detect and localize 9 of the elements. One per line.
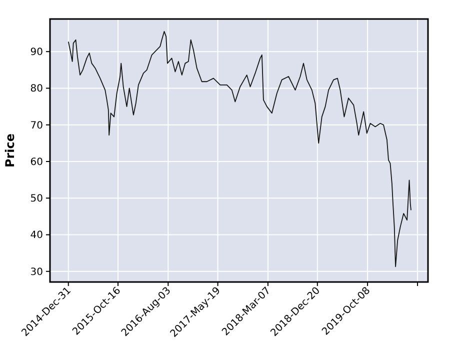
y-tick-label: 40 (30, 230, 43, 242)
y-axis-title: Price (3, 133, 17, 168)
line-series (68, 31, 412, 268)
y-tick-label: 80 (30, 84, 43, 95)
y-tick-label: 70 (30, 120, 43, 132)
y-tick-label: 50 (30, 194, 43, 205)
y-tick-label: 30 (30, 266, 43, 278)
y-tick-label: 90 (30, 47, 43, 58)
y-tick-label: 60 (30, 156, 43, 168)
